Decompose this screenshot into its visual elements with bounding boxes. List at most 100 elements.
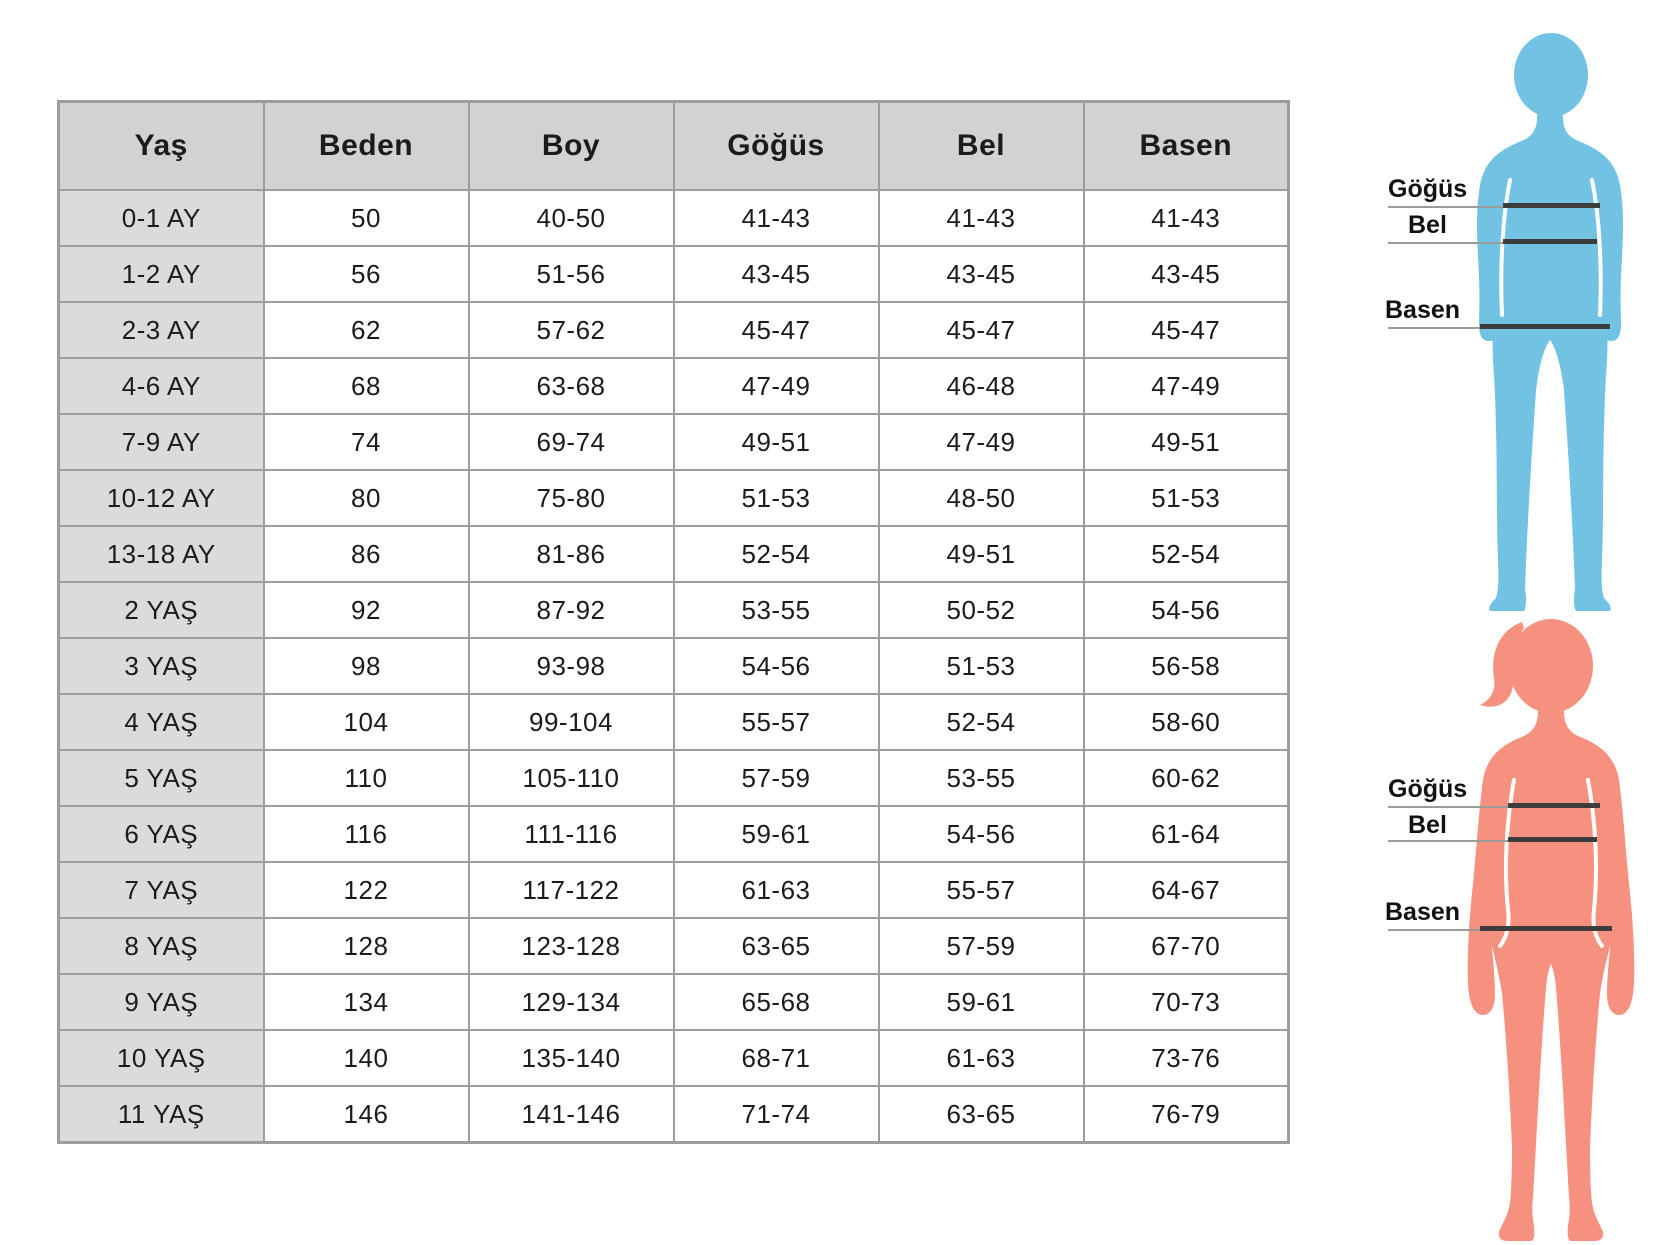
value-cell: 45-47	[1082, 301, 1290, 359]
boy-arm-gap-left	[1499, 178, 1512, 317]
boy-waist-guide-line	[1388, 242, 1503, 244]
age-cell: 7 YAŞ	[57, 861, 265, 919]
value-cell: 70-73	[1082, 973, 1290, 1031]
age-cell: 4 YAŞ	[57, 693, 265, 751]
value-cell: 57-59	[672, 749, 880, 807]
table-row: 8 YAŞ 128 123-128 63-65 57-59 67-70	[57, 917, 1290, 975]
girl-ponytail	[1480, 622, 1524, 707]
boy-hip-measure-line	[1480, 324, 1610, 329]
value-cell: 122	[262, 861, 470, 919]
value-cell: 59-61	[877, 973, 1085, 1031]
table-row: 13-18 AY 86 81-86 52-54 49-51 52-54	[57, 525, 1290, 583]
value-cell: 45-47	[672, 301, 880, 359]
value-cell: 65-68	[672, 973, 880, 1031]
value-cell: 52-54	[672, 525, 880, 583]
age-cell: 4-6 AY	[57, 357, 265, 415]
column-header: Göğüs	[672, 100, 880, 191]
value-cell: 75-80	[467, 469, 675, 527]
value-cell: 63-68	[467, 357, 675, 415]
boy-waist-measure-line	[1503, 239, 1597, 244]
value-cell: 49-51	[877, 525, 1085, 583]
age-cell: 10-12 AY	[57, 469, 265, 527]
value-cell: 111-116	[467, 805, 675, 863]
value-cell: 51-53	[1082, 469, 1290, 527]
value-cell: 87-92	[467, 581, 675, 639]
value-cell: 46-48	[877, 357, 1085, 415]
value-cell: 99-104	[467, 693, 675, 751]
boy-head	[1514, 33, 1588, 117]
value-cell: 80	[262, 469, 470, 527]
value-cell: 71-74	[672, 1085, 880, 1144]
girl-silhouette	[1467, 704, 1635, 1241]
girl-waist-guide-line	[1388, 840, 1508, 842]
value-cell: 47-49	[877, 413, 1085, 471]
value-cell: 45-47	[877, 301, 1085, 359]
boy-chest-guide-line	[1388, 206, 1503, 208]
boy-chest-label: Göğüs	[1388, 175, 1468, 203]
age-cell: 7-9 AY	[57, 413, 265, 471]
value-cell: 63-65	[672, 917, 880, 975]
value-cell: 55-57	[672, 693, 880, 751]
girl-waist-measure-line	[1508, 837, 1597, 842]
value-cell: 48-50	[877, 469, 1085, 527]
value-cell: 123-128	[467, 917, 675, 975]
value-cell: 135-140	[467, 1029, 675, 1087]
value-cell: 129-134	[467, 973, 675, 1031]
age-cell: 5 YAŞ	[57, 749, 265, 807]
value-cell: 54-56	[672, 637, 880, 695]
value-cell: 58-60	[1082, 693, 1290, 751]
value-cell: 54-56	[1082, 581, 1290, 639]
value-cell: 56-58	[1082, 637, 1290, 695]
value-cell: 56	[262, 245, 470, 303]
value-cell: 47-49	[672, 357, 880, 415]
table-row: 10 YAŞ 140 135-140 68-71 61-63 73-76	[57, 1029, 1290, 1087]
value-cell: 92	[262, 581, 470, 639]
value-cell: 61-63	[877, 1029, 1085, 1087]
age-cell: 6 YAŞ	[57, 805, 265, 863]
column-header: Basen	[1082, 100, 1290, 191]
table-row: 7-9 AY 74 69-74 49-51 47-49 49-51	[57, 413, 1290, 471]
value-cell: 117-122	[467, 861, 675, 919]
value-cell: 73-76	[1082, 1029, 1290, 1087]
value-cell: 128	[262, 917, 470, 975]
value-cell: 61-64	[1082, 805, 1290, 863]
value-cell: 40-50	[467, 189, 675, 247]
value-cell: 41-43	[672, 189, 880, 247]
size-table-body: 0-1 AY 50 40-50 41-43 41-43 41-43 1-2 AY 56 51-5…	[57, 189, 1290, 1144]
age-cell: 8 YAŞ	[57, 917, 265, 975]
girl-hip-guide-line	[1388, 929, 1480, 931]
girl-hip-label: Basen	[1385, 898, 1461, 926]
table-row: 1-2 AY 56 51-56 43-45 43-45 43-45	[57, 245, 1290, 303]
age-cell: 10 YAŞ	[57, 1029, 265, 1087]
value-cell: 41-43	[1082, 189, 1290, 247]
size-table: Yaş Beden Boy Göğüs Bel Basen 0-1 AY 50 40-50 41…	[57, 100, 1290, 1144]
boy-arm-gap-right	[1590, 178, 1603, 317]
boy-waist-label: Bel	[1408, 211, 1447, 239]
value-cell: 52-54	[1082, 525, 1290, 583]
table-row: 11 YAŞ 146 141-146 71-74 63-65 76-79	[57, 1085, 1290, 1144]
value-cell: 50-52	[877, 581, 1085, 639]
value-cell: 141-146	[467, 1085, 675, 1144]
age-cell: 0-1 AY	[57, 189, 265, 247]
value-cell: 110	[262, 749, 470, 807]
size-table-head-row: Yaş Beden Boy Göğüs Bel Basen	[57, 100, 1290, 191]
girl-hip-measure-line	[1480, 926, 1612, 931]
value-cell: 116	[262, 805, 470, 863]
value-cell: 57-62	[467, 301, 675, 359]
girl-arm-gap-right	[1586, 778, 1604, 948]
age-cell: 2-3 AY	[57, 301, 265, 359]
value-cell: 43-45	[1082, 245, 1290, 303]
table-row: 9 YAŞ 134 129-134 65-68 59-61 70-73	[57, 973, 1290, 1031]
value-cell: 140	[262, 1029, 470, 1087]
value-cell: 49-51	[672, 413, 880, 471]
value-cell: 47-49	[1082, 357, 1290, 415]
value-cell: 93-98	[467, 637, 675, 695]
value-cell: 53-55	[672, 581, 880, 639]
value-cell: 86	[262, 525, 470, 583]
boy-figure	[1476, 33, 1624, 611]
value-cell: 53-55	[877, 749, 1085, 807]
value-cell: 55-57	[877, 861, 1085, 919]
value-cell: 68	[262, 357, 470, 415]
value-cell: 98	[262, 637, 470, 695]
